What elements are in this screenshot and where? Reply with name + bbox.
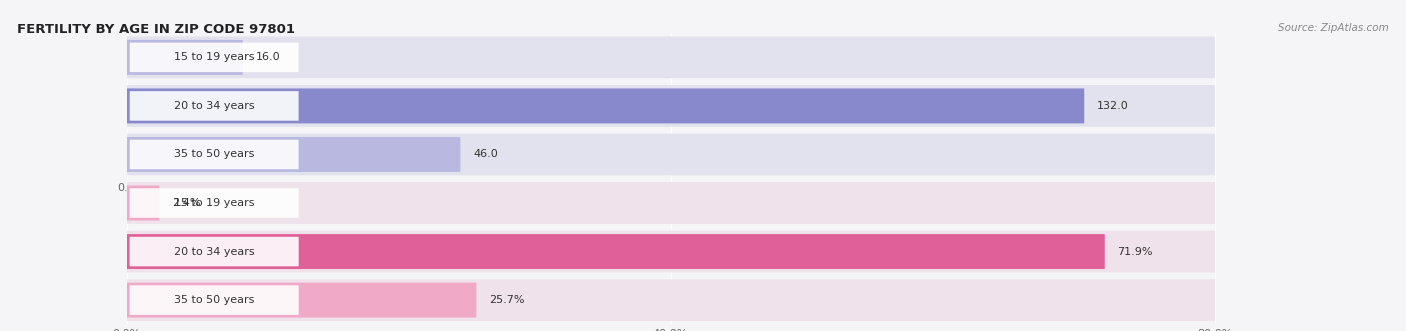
FancyBboxPatch shape xyxy=(127,88,1084,123)
FancyBboxPatch shape xyxy=(127,231,1215,272)
FancyBboxPatch shape xyxy=(127,283,477,317)
FancyBboxPatch shape xyxy=(129,140,298,169)
FancyBboxPatch shape xyxy=(127,186,159,220)
FancyBboxPatch shape xyxy=(127,134,1215,175)
FancyBboxPatch shape xyxy=(129,43,298,72)
Text: 15 to 19 years: 15 to 19 years xyxy=(174,52,254,62)
Text: 20 to 34 years: 20 to 34 years xyxy=(174,101,254,111)
Text: FERTILITY BY AGE IN ZIP CODE 97801: FERTILITY BY AGE IN ZIP CODE 97801 xyxy=(17,23,295,36)
Text: 46.0: 46.0 xyxy=(474,150,498,160)
Text: 15 to 19 years: 15 to 19 years xyxy=(174,198,254,208)
FancyBboxPatch shape xyxy=(127,182,1215,224)
Text: 20 to 34 years: 20 to 34 years xyxy=(174,247,254,257)
Text: 2.4%: 2.4% xyxy=(173,198,201,208)
FancyBboxPatch shape xyxy=(129,188,298,218)
FancyBboxPatch shape xyxy=(127,85,1215,127)
FancyBboxPatch shape xyxy=(129,237,298,266)
Text: 35 to 50 years: 35 to 50 years xyxy=(174,150,254,160)
FancyBboxPatch shape xyxy=(127,36,1215,78)
FancyBboxPatch shape xyxy=(129,285,298,315)
FancyBboxPatch shape xyxy=(127,137,460,172)
Text: Source: ZipAtlas.com: Source: ZipAtlas.com xyxy=(1278,23,1389,33)
Text: 16.0: 16.0 xyxy=(256,52,280,62)
FancyBboxPatch shape xyxy=(127,234,1105,269)
FancyBboxPatch shape xyxy=(129,91,298,121)
Text: 71.9%: 71.9% xyxy=(1118,247,1153,257)
Text: 35 to 50 years: 35 to 50 years xyxy=(174,295,254,305)
Text: 132.0: 132.0 xyxy=(1097,101,1129,111)
FancyBboxPatch shape xyxy=(127,40,243,75)
Text: 25.7%: 25.7% xyxy=(489,295,524,305)
FancyBboxPatch shape xyxy=(127,279,1215,321)
